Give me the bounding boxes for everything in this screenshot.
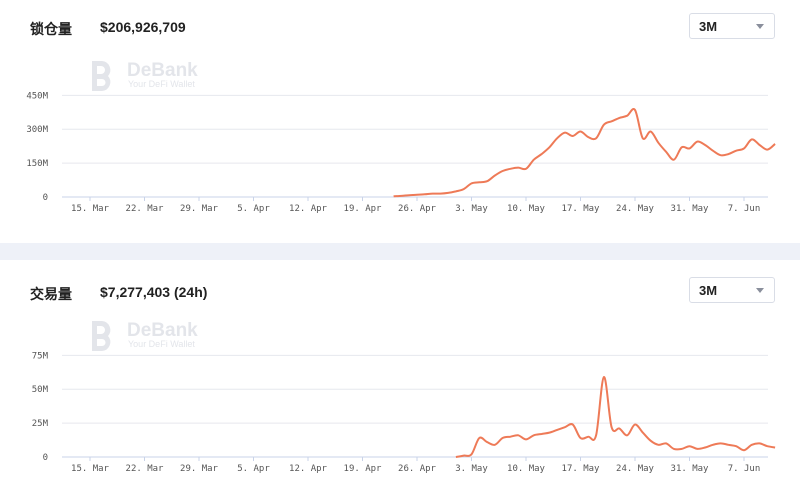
y-tick-label: 300M — [26, 125, 48, 135]
x-tick-label: 31. May — [671, 464, 710, 474]
y-tick-label: 75M — [32, 351, 49, 361]
volume-range-value: 3M — [699, 283, 718, 298]
x-tick-label: 3. May — [455, 464, 488, 474]
x-tick-label: 12. Apr — [289, 204, 328, 214]
x-tick-label: 22. Mar — [126, 464, 165, 474]
x-tick-label: 26. Apr — [398, 464, 437, 474]
x-tick-label: 12. Apr — [289, 464, 328, 474]
x-tick-label: 10. May — [507, 464, 546, 474]
y-tick-label: 25M — [32, 419, 49, 429]
x-tick-label: 29. Mar — [180, 204, 219, 214]
volume-range-select[interactable]: 3M — [689, 277, 775, 303]
x-tick-label: 7. Jun — [728, 204, 761, 214]
x-tick-label: 7. Jun — [728, 464, 761, 474]
x-tick-label: 24. May — [616, 204, 655, 214]
y-tick-label: 0 — [43, 193, 48, 203]
y-tick-label: 50M — [32, 385, 49, 395]
x-tick-label: 29. Mar — [180, 464, 219, 474]
x-tick-label: 5. Apr — [237, 204, 270, 214]
x-tick-label: 10. May — [507, 204, 546, 214]
chevron-down-icon — [756, 24, 764, 29]
tvl-panel: 锁仓量 $206,926,709 3M DeBank Your DeFi Wall… — [0, 0, 800, 243]
x-tick-label: 24. May — [616, 464, 655, 474]
x-tick-label: 5. Apr — [237, 464, 270, 474]
tvl-label: 锁仓量 — [30, 21, 72, 37]
tvl-value: $206,926,709 — [100, 19, 186, 35]
x-tick-label: 17. May — [562, 204, 601, 214]
tvl-range-value: 3M — [699, 19, 718, 34]
watermark-tagline: Your DeFi Wallet — [128, 339, 195, 349]
volume-panel: 交易量 $7,277,403 (24h) 3M DeBank Your DeFi … — [0, 260, 800, 502]
watermark-tagline: Your DeFi Wallet — [128, 79, 195, 89]
x-tick-label: 22. Mar — [126, 204, 165, 214]
x-tick-label: 15. Mar — [71, 464, 110, 474]
watermark-name: DeBank — [127, 60, 198, 81]
x-tick-label: 26. Apr — [398, 204, 437, 214]
panel-divider — [0, 243, 800, 260]
y-tick-label: 150M — [26, 159, 48, 169]
x-tick-label: 19. Apr — [344, 204, 383, 214]
x-tick-label: 19. Apr — [344, 464, 383, 474]
y-tick-label: 450M — [26, 91, 48, 101]
series-line — [455, 375, 776, 458]
volume-value: $7,277,403 (24h) — [100, 284, 208, 300]
x-tick-label: 17. May — [562, 464, 601, 474]
x-tick-label: 3. May — [455, 204, 488, 214]
watermark-name: DeBank — [127, 320, 198, 341]
chevron-down-icon — [756, 288, 764, 293]
series-line — [393, 108, 776, 198]
debank-logo-icon — [92, 61, 111, 91]
y-tick-label: 0 — [43, 453, 48, 463]
tvl-range-select[interactable]: 3M — [689, 13, 775, 39]
volume-label: 交易量 — [30, 286, 72, 302]
x-tick-label: 15. Mar — [71, 204, 110, 214]
debank-logo-icon — [92, 321, 111, 351]
x-tick-label: 31. May — [671, 204, 710, 214]
